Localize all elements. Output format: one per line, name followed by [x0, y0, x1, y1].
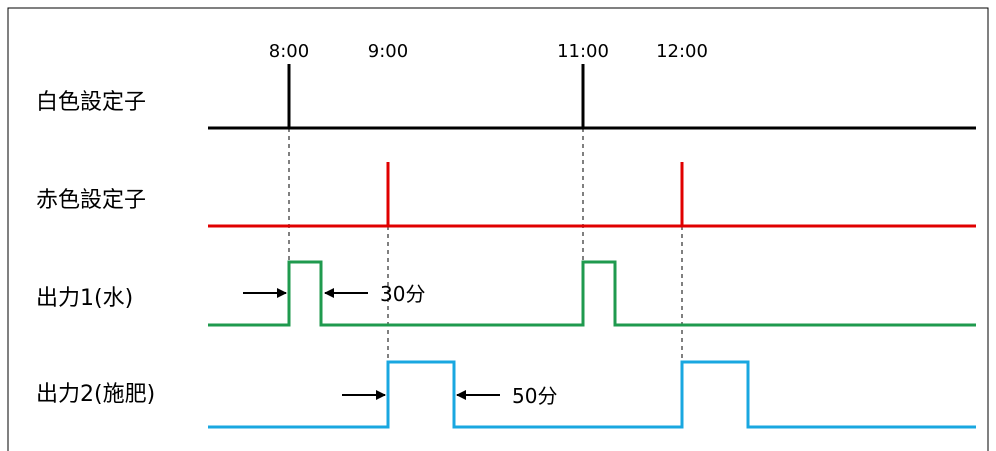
red-setter-signal: [208, 162, 976, 228]
time-label-1200: 12:00: [656, 41, 708, 62]
row-label-white-setter: 白色設定子: [36, 90, 146, 115]
diagram-border: [7, 7, 989, 451]
output1-duration-label: 30分: [380, 282, 425, 306]
white-setter-signal: [208, 64, 976, 130]
row-label-output1-water: 出力1(水): [36, 286, 133, 311]
output2-duration-label: 50分: [512, 384, 557, 408]
time-label-1100: 11:00: [557, 41, 609, 62]
output2-fertilizer-signal: [208, 360, 976, 429]
output1-water-signal: [208, 260, 976, 327]
row-label-red-setter: 赤色設定子: [36, 188, 146, 213]
time-label-0800: 8:00: [269, 41, 309, 62]
row-label-output2-fertilizer: 出力2(施肥): [36, 382, 155, 407]
time-label-0900: 9:00: [368, 41, 408, 62]
